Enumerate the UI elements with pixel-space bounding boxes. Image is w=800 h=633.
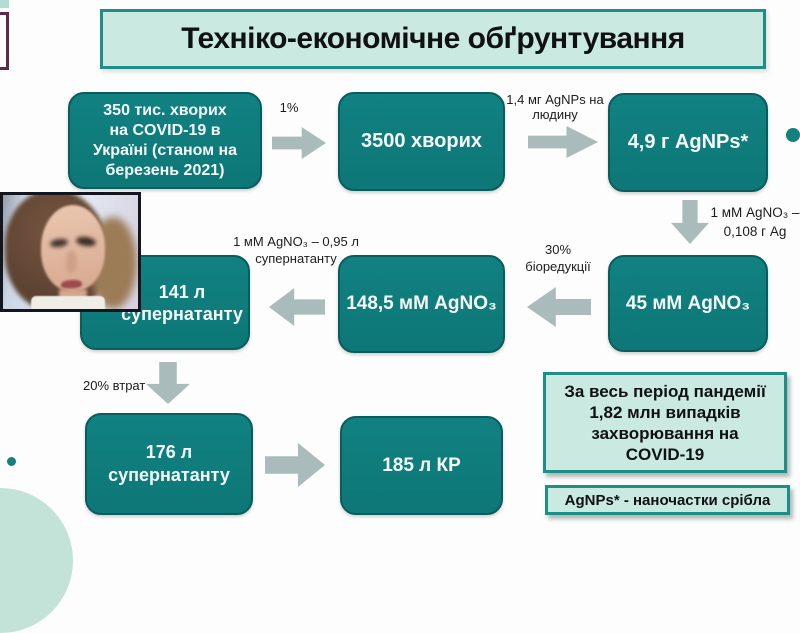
arrow-label-1pct: 1%: [279, 100, 299, 115]
flow-box-agno3-45: 45 мМ AgNO₃: [608, 255, 768, 352]
slide-title-box: Техніко-економічне обґрунтування: [100, 9, 766, 69]
speaker-nose: [66, 251, 77, 273]
flow-box-covid-cases: 350 тис. хворих на COVID-19 в Україні (с…: [68, 92, 262, 189]
slide-title: Техніко-економічне обґрунтування: [181, 22, 685, 55]
flow-box-agno3-148: 148,5 мМ AgNO₃: [338, 255, 505, 353]
arrow-right-final-icon: [265, 443, 325, 487]
webcam-overlay: [0, 192, 141, 312]
corner-mint-square: [0, 0, 9, 8]
teal-dot-right: [786, 128, 800, 142]
arrow-right-dose-icon: [528, 126, 598, 158]
arrow-down-silver-icon: [671, 200, 709, 244]
arrow-label-bioreduction: 30% біоредукції: [525, 242, 591, 274]
arrow-label-supernatant-conversion: 1 мМ AgNO₃ – 0,95 л супернатанту: [233, 234, 359, 266]
arrow-left-supernatant-icon: [269, 288, 325, 326]
bottom-left-blob: [0, 488, 73, 633]
arrow-down-loss-icon: [146, 362, 190, 404]
flow-box-supernatant-176: 176 л супернатанту: [85, 413, 253, 515]
speaker-shirt: [31, 296, 105, 309]
arrow-label-silver-conversion: 1 мМ AgNO₃ – 0,108 г Ag: [710, 205, 800, 239]
arrow-label-loss: 20% втрат: [83, 378, 146, 393]
arrow-label-dose: 1,4 мг AgNPs на людину: [506, 92, 604, 122]
speaker-face: [41, 205, 105, 291]
flow-box-agnps-mass: 4,9 г AgNPs*: [608, 93, 768, 192]
agnps-legend-box: AgNPs* - наночастки срібла: [545, 485, 790, 515]
teal-dot-left: [7, 457, 16, 466]
flow-box-3500-patients: 3500 хворих: [338, 92, 505, 191]
corner-outline-rect: [0, 12, 9, 70]
arrow-right-1pct-icon: [272, 127, 326, 159]
speaker-video: [3, 195, 138, 309]
arrow-left-bioreduction-icon: [527, 287, 591, 327]
flow-box-kr-185: 185 л КР: [340, 416, 503, 515]
pandemic-total-box: За весь період пандемії 1,82 млн випадкі…: [543, 372, 787, 473]
